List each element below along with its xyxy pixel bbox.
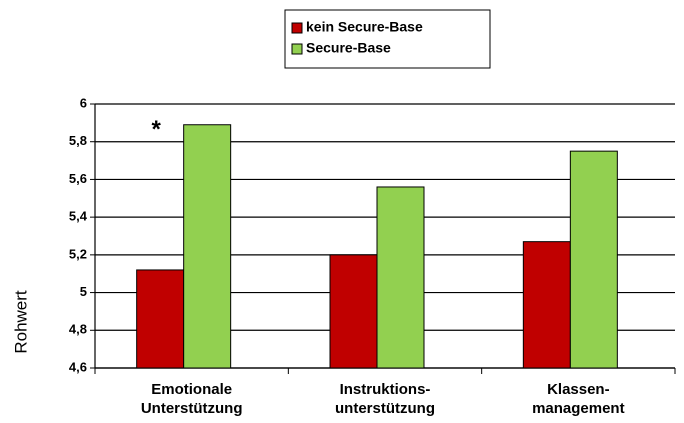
x-tick-label: Instruktions- <box>340 381 431 398</box>
x-tick-label: management <box>532 400 625 417</box>
y-tick-label: 4,8 <box>69 322 87 337</box>
y-tick-label: 5 <box>80 284 87 299</box>
legend-label: kein Secure-Base <box>306 19 423 35</box>
y-tick-label: 5,4 <box>69 209 88 224</box>
y-tick-label: 6 <box>80 95 87 110</box>
x-tick-label: Emotionale <box>151 381 232 398</box>
bar <box>136 269 185 369</box>
bar <box>329 254 378 369</box>
y-tick-label: 5,6 <box>69 171 87 186</box>
y-tick-label: 5,2 <box>69 246 87 261</box>
bar <box>376 186 425 369</box>
bar <box>522 241 571 369</box>
legend-swatch <box>291 22 303 34</box>
x-tick-label: Unterstützung <box>141 400 243 417</box>
y-axis-title: Rohwert <box>11 290 30 354</box>
bar <box>183 124 232 369</box>
legend-box <box>284 9 491 69</box>
legend-swatch <box>291 43 303 55</box>
y-tick-label: 5,8 <box>69 133 87 148</box>
bar <box>569 150 618 369</box>
x-tick-label: unterstützung <box>335 400 435 417</box>
x-tick-label: Klassen- <box>547 381 610 398</box>
y-tick-label: 4,6 <box>69 359 87 374</box>
legend-label: Secure-Base <box>306 40 391 56</box>
annotation: * <box>151 116 161 143</box>
